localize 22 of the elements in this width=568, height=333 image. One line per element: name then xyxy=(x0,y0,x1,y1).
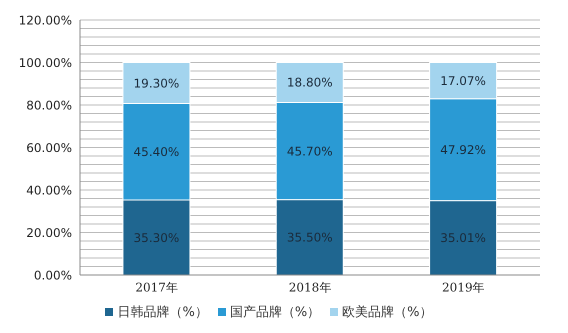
y-tick-label: 60.00% xyxy=(26,140,72,155)
legend-label: 国产品牌（%） xyxy=(230,305,320,320)
data-label: 47.92% xyxy=(440,142,486,157)
y-tick-label: 40.00% xyxy=(26,183,72,198)
data-label: 45.70% xyxy=(286,144,333,158)
data-label: 35.01% xyxy=(440,231,486,246)
y-tick-label: 0.00% xyxy=(34,268,72,282)
data-label: 35.30% xyxy=(134,230,180,245)
y-tick-label: 80.00% xyxy=(26,98,72,112)
data-label: 18.80% xyxy=(286,76,333,90)
data-label: 17.07% xyxy=(440,74,486,88)
y-tick-label: 20.00% xyxy=(26,226,72,240)
x-tick-label: 2018年 xyxy=(288,280,332,295)
data-label: 19.30% xyxy=(134,76,180,90)
data-label: 35.50% xyxy=(286,230,333,245)
x-tick-label: 2017年 xyxy=(135,280,178,295)
x-tick-label: 2019年 xyxy=(442,280,485,295)
legend-label: 欧美品牌（%） xyxy=(342,305,433,320)
legend-label: 日韩品牌（%） xyxy=(117,305,208,320)
y-tick-label: 120.00% xyxy=(18,13,72,28)
data-label: 45.40% xyxy=(134,145,180,160)
y-tick-label: 100.00% xyxy=(18,56,72,70)
